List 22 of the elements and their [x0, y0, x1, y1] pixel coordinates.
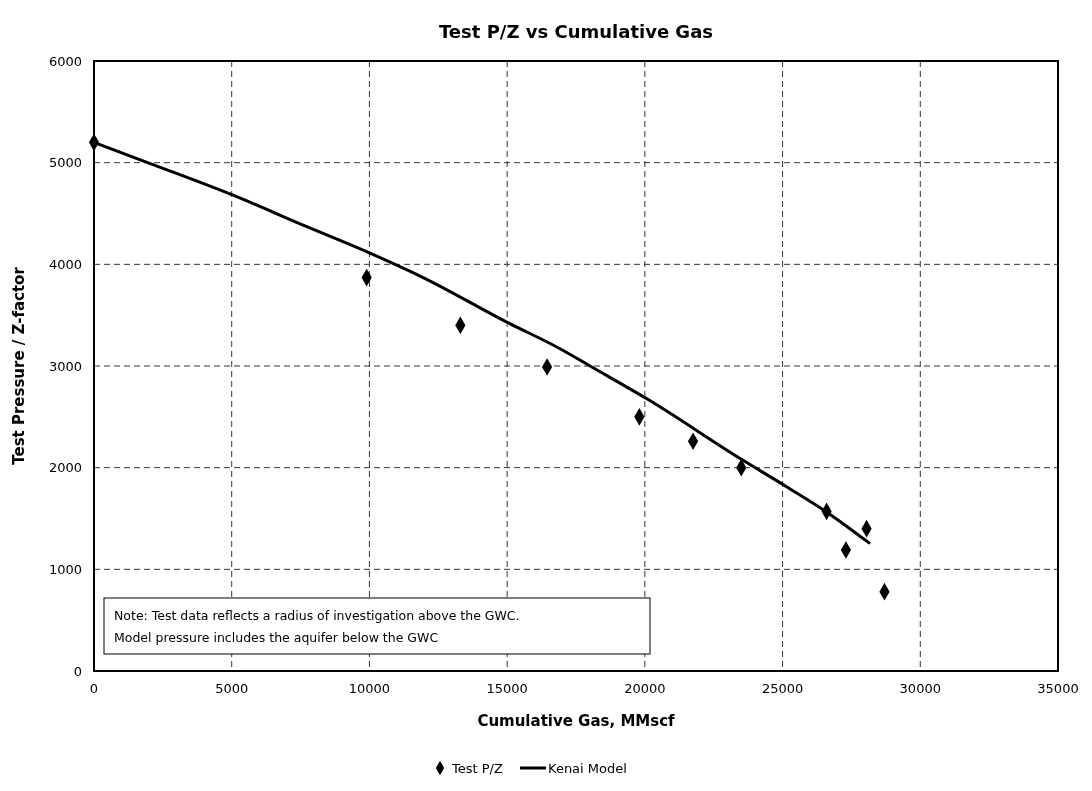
- note-box: Note: Test data reflects a radius of investigation above the GWC. Model pressure includes the aquifer below the GWC: [103, 597, 651, 655]
- y-tick-label: 5000: [48, 155, 82, 171]
- legend-label: Kenai Model: [548, 760, 627, 776]
- y-tick-label: 1000: [48, 561, 82, 577]
- x-tick-label: 5000: [215, 681, 249, 696]
- x-tick-label: 25000: [761, 681, 804, 696]
- y-tick-label: 4000: [48, 256, 82, 272]
- x-tick-label: 30000: [899, 681, 941, 696]
- legend-label: Test P/Z: [451, 760, 503, 776]
- annotation: Note: Test data reflects a radius of investigation above the GWC. Model pressure includes the aquifer below the GWC: [114, 608, 520, 645]
- x-tick-label: 10000: [348, 681, 391, 696]
- x-tick-label: 15000: [486, 681, 528, 696]
- x-axis-title: Cumulative Gas, MMscf: [477, 712, 676, 730]
- y-tick-label: 3000: [48, 358, 82, 374]
- y-tick-label: 0: [73, 663, 82, 679]
- y-tick-label: 6000: [48, 53, 82, 69]
- y-axis-title: Test Pressure / Z-factor: [10, 266, 28, 465]
- y-tick-label: 2000: [48, 460, 82, 476]
- chart-title: Test P/Z vs Cumulative Gas: [438, 21, 714, 42]
- x-tick-label: 0: [89, 681, 99, 696]
- x-tick-label: 20000: [624, 681, 666, 696]
- x-tick-label: 35000: [1037, 681, 1079, 696]
